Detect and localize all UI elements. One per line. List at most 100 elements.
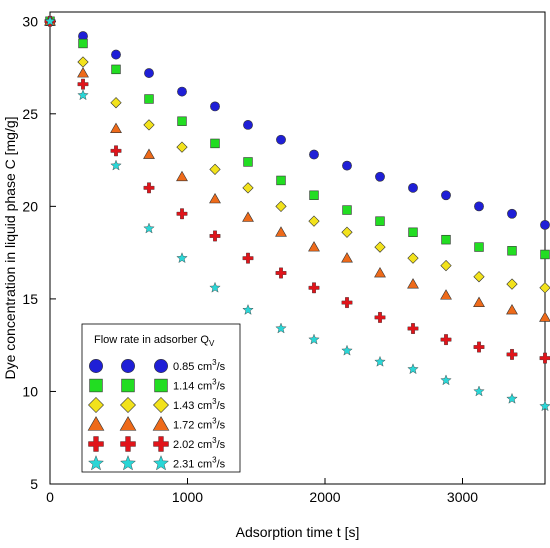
legend: Flow rate in adsorber QV 0.85 cm3/s 1.14 c… [81, 323, 241, 473]
data-point [539, 400, 550, 412]
data-point [308, 215, 320, 227]
data-point [473, 271, 485, 283]
data-point [209, 230, 221, 242]
data-point [539, 311, 550, 322]
data-point [474, 242, 484, 252]
data-point [441, 190, 451, 201]
data-point [276, 175, 286, 186]
data-point [407, 363, 419, 375]
legend-title: Flow rate in adsorber QV [94, 334, 215, 348]
data-point [539, 282, 550, 294]
legend-marker [120, 455, 136, 471]
data-point [407, 278, 419, 289]
legend-label: 1.43 cm3/s [173, 397, 226, 412]
data-point [473, 385, 485, 397]
x-tick-label: 1000 [172, 489, 203, 505]
data-point [177, 116, 187, 126]
data-point [144, 94, 154, 104]
data-point [143, 119, 155, 131]
data-point [540, 249, 550, 260]
data-point [407, 323, 419, 334]
legend-marker [153, 436, 169, 452]
legend-entry: 2.31 cm3/s [88, 455, 226, 471]
legend-marker [153, 455, 169, 471]
legend-entry: 1.72 cm3/s [87, 416, 226, 432]
legend-entry: 1.14 cm3/s [89, 378, 226, 393]
x-axis-title: Adsorption time t [s] [236, 524, 360, 540]
data-point [341, 226, 353, 238]
data-point [110, 97, 122, 109]
data-point [77, 78, 89, 90]
data-point [77, 56, 89, 68]
data-point [341, 297, 353, 309]
data-point [176, 208, 188, 220]
data-point [143, 148, 155, 159]
series-4 [44, 15, 550, 322]
x-tick-label: 0 [46, 489, 54, 505]
data-point [243, 120, 253, 130]
series-3 [44, 15, 550, 294]
data-point [374, 266, 386, 278]
data-point [276, 134, 286, 145]
data-point [243, 157, 253, 167]
legend-entry: 0.85 cm3/s [89, 358, 226, 373]
data-point [144, 68, 154, 78]
data-point [309, 190, 319, 200]
data-point [210, 138, 220, 149]
data-point [374, 312, 386, 323]
y-axis-title: Dye concentration in liquid phase C [mg/… [2, 116, 18, 379]
data-point [111, 64, 121, 75]
data-point [111, 49, 121, 60]
legend-marker [121, 359, 135, 373]
data-point [210, 101, 220, 112]
data-points [44, 15, 550, 412]
data-point [44, 15, 56, 27]
data-point [539, 352, 550, 364]
data-point [441, 234, 451, 245]
data-point [341, 344, 353, 356]
data-point [309, 149, 319, 160]
legend-label: 1.14 cm3/s [173, 378, 226, 393]
x-tick-label: 3000 [447, 489, 478, 505]
legend-marker [154, 378, 168, 393]
y-tick-label: 10 [22, 383, 38, 399]
legend-marker [153, 397, 169, 413]
legend-marker [120, 397, 136, 413]
data-point [440, 289, 452, 300]
plot-frame [49, 11, 546, 485]
legend-entry: 2.02 cm3/s [88, 436, 226, 452]
data-point [242, 211, 254, 222]
y-tick-label: 5 [30, 476, 38, 492]
data-point [375, 216, 385, 226]
data-point [77, 67, 89, 78]
data-point [209, 281, 221, 293]
y-tick-label: 20 [22, 198, 38, 214]
data-point [408, 182, 418, 193]
data-point [176, 170, 188, 182]
data-point [177, 86, 187, 97]
data-point [143, 222, 155, 234]
data-point [308, 241, 320, 252]
data-point [143, 182, 155, 194]
series-5 [44, 15, 550, 364]
data-point [507, 208, 517, 219]
data-point [374, 241, 386, 253]
data-point [506, 278, 518, 290]
data-point [440, 334, 452, 346]
data-point [474, 201, 484, 212]
plot-border [49, 11, 546, 485]
legend-label: 0.85 cm3/s [173, 358, 226, 373]
data-point [507, 246, 517, 256]
data-point [77, 89, 89, 101]
legend-label: 2.02 cm3/s [173, 436, 226, 451]
legend-marker [88, 436, 104, 452]
legend-marker [154, 359, 168, 373]
data-point [440, 259, 452, 272]
data-point [110, 159, 122, 171]
y-tick-label: 30 [22, 13, 38, 29]
data-point [506, 349, 518, 360]
legend-marker [121, 378, 135, 393]
data-point [407, 252, 419, 264]
legend-marker [152, 416, 170, 431]
